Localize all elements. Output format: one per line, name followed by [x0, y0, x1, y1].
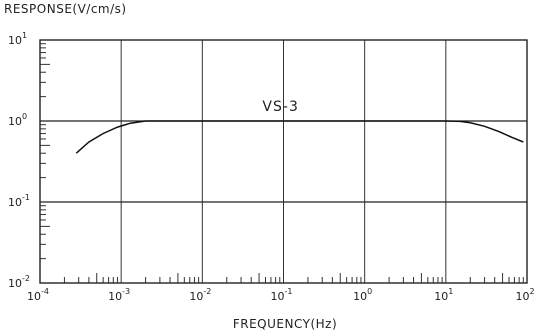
series-line-vs3 — [75, 120, 524, 154]
y-tick-label: 100 — [8, 112, 27, 128]
x-tick-label: 10-3 — [108, 287, 130, 303]
series-label: VS-3 — [262, 99, 298, 115]
x-tick-label: 102 — [515, 287, 534, 303]
y-tick-label: 101 — [8, 31, 27, 47]
x-tick-label: 10-2 — [189, 287, 211, 303]
y-tick-label: 10-2 — [8, 274, 30, 290]
x-tick-label: 100 — [353, 287, 372, 303]
plot-frame — [39, 39, 528, 284]
y-tick-label: 10-1 — [8, 193, 30, 209]
x-tick-labels: 10-4 10-3 10-2 10-1 100 101 102 — [27, 287, 535, 303]
x-axis-label: FREQUENCY(Hz) — [233, 317, 337, 331]
y-axis-label: RESPONSE(V/cm/s) — [4, 2, 127, 16]
series-layer: VS-3 — [75, 99, 524, 154]
x-tick-label: 10-1 — [271, 287, 293, 303]
minor-ticks — [40, 43, 524, 283]
y-tick-labels: 101 100 10-1 10-2 — [8, 31, 30, 290]
x-tick-label: 101 — [434, 287, 453, 303]
grid — [39, 40, 528, 283]
x-tick-label: 10-4 — [27, 287, 49, 303]
